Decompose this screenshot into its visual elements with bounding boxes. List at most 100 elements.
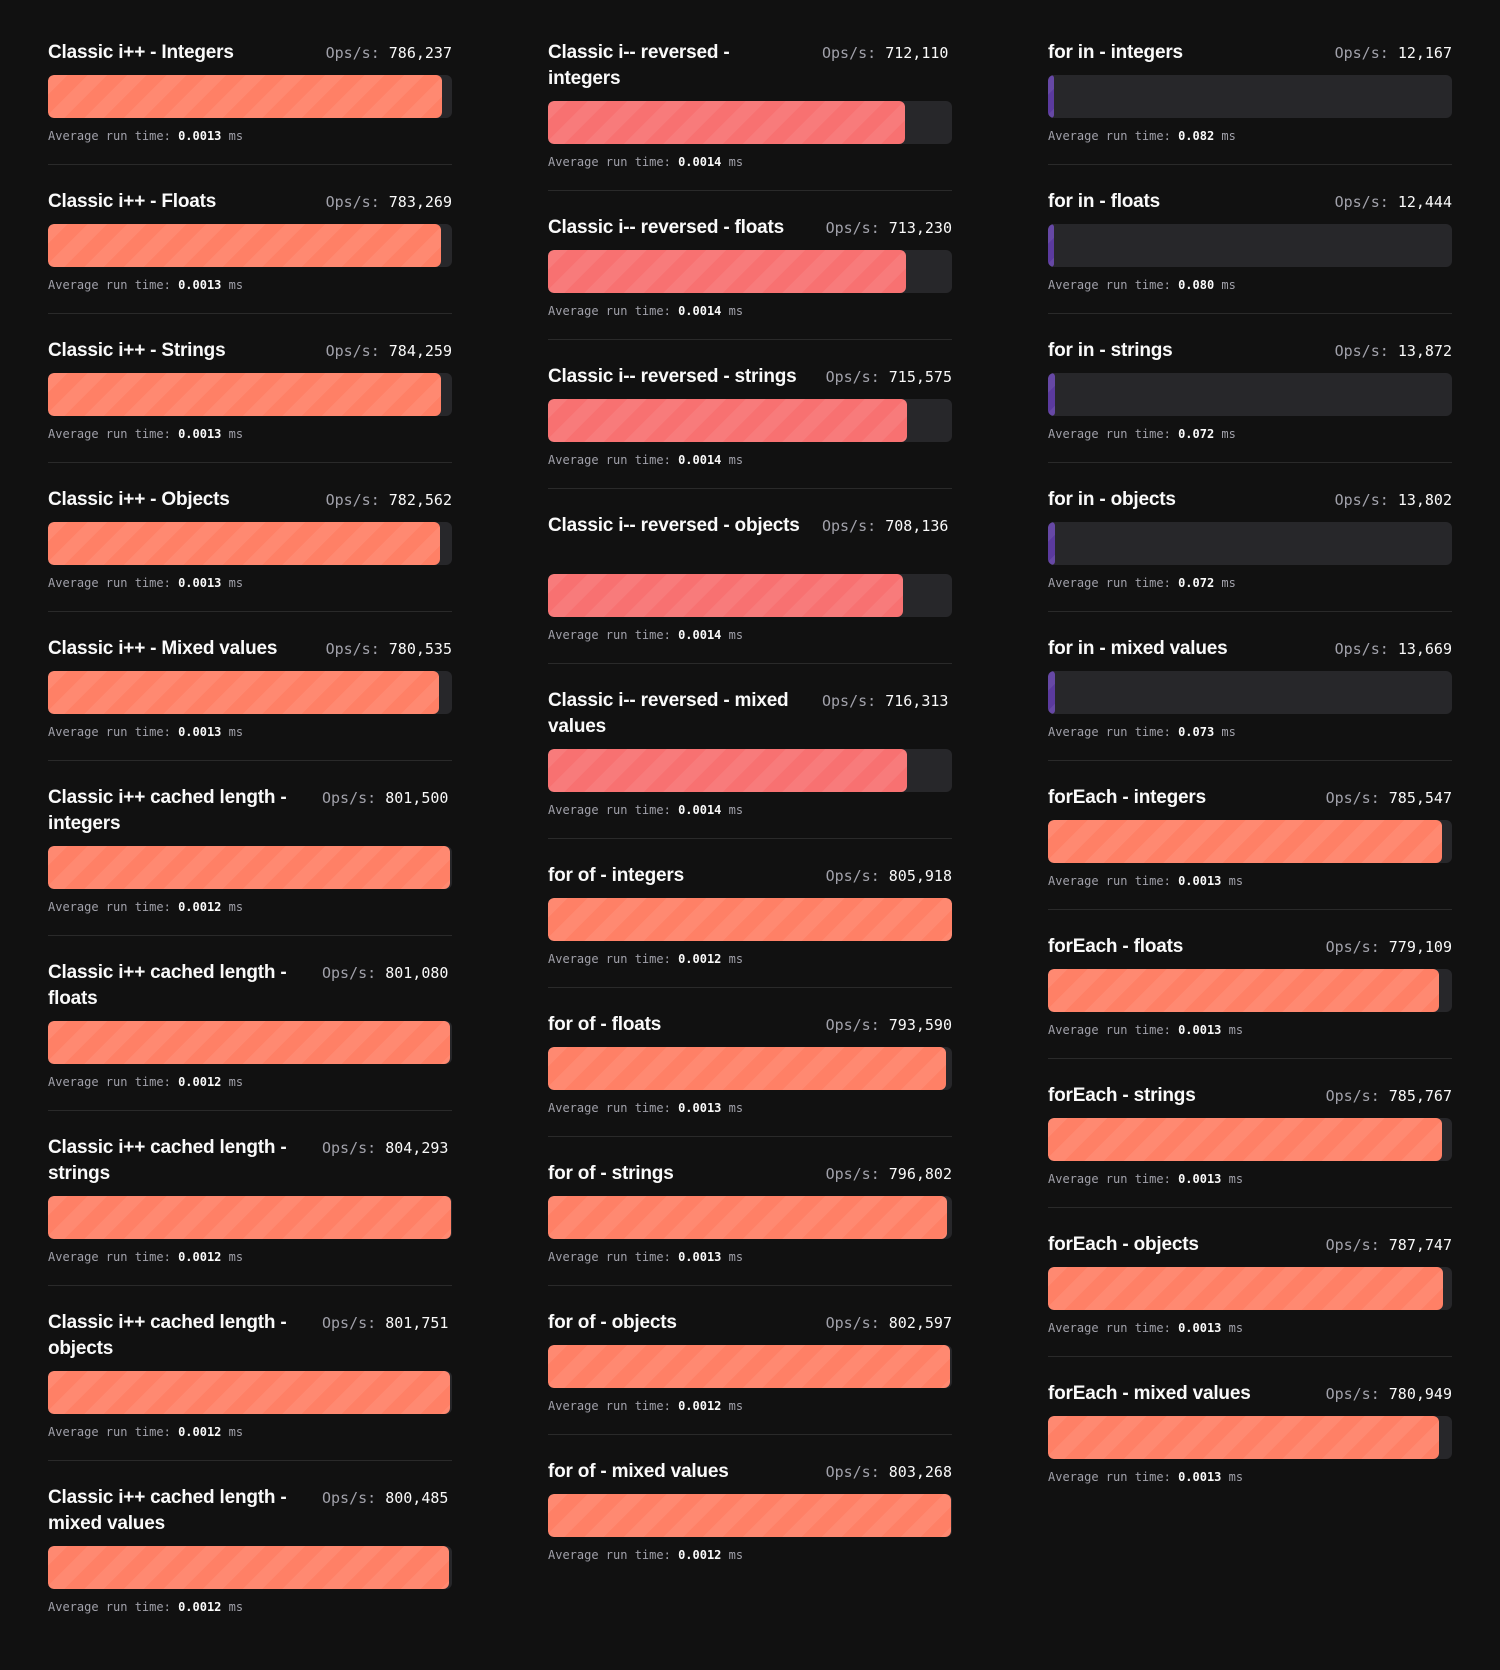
avg-unit: ms (728, 1101, 744, 1115)
ops-value: 779,109 (1388, 938, 1452, 956)
progress-track (548, 399, 952, 442)
average-run-time: Average run time: 0.072 ms (1048, 575, 1452, 591)
ops-value: 786,237 (388, 44, 452, 62)
benchmark-title: Classic i++ - Integers (48, 42, 234, 63)
benchmark-title: Classic i-- reversed - floats (548, 217, 785, 238)
average-run-time: Average run time: 0.0013 ms (48, 575, 452, 591)
progress-fill (548, 1196, 948, 1239)
progress-track (548, 898, 952, 941)
benchmark-title: for of - strings (548, 1163, 674, 1184)
ops-label: Ops/s: (1334, 342, 1389, 360)
avg-unit: ms (228, 427, 244, 441)
avg-label: Average run time: (548, 1399, 671, 1413)
average-run-time: Average run time: 0.0013 ms (48, 128, 452, 144)
avg-unit: ms (228, 1075, 244, 1089)
ops-value: 796,802 (888, 1165, 952, 1183)
avg-label: Average run time: (548, 1548, 671, 1562)
ops-label: Ops/s: (322, 964, 377, 982)
benchmark-card: Classic i-- reversed - integers Ops/s: 7… (548, 16, 952, 191)
ops-per-second: Ops/s: 786,237 (326, 40, 452, 66)
avg-label: Average run time: (48, 1250, 171, 1264)
ops-value: 793,590 (888, 1016, 952, 1034)
benchmark-title: Classic i++ - Strings (48, 340, 226, 361)
ops-value: 713,230 (888, 219, 952, 237)
avg-unit: ms (728, 1548, 744, 1562)
average-run-time: Average run time: 0.0013 ms (48, 277, 452, 293)
card-header: Classic i++ cached length - objects Ops/… (48, 1310, 452, 1362)
avg-label: Average run time: (548, 952, 671, 966)
avg-unit: ms (728, 952, 744, 966)
progress-fill (1048, 820, 1442, 863)
avg-unit: ms (228, 1600, 244, 1614)
progress-track (48, 846, 452, 889)
benchmark-card: Classic i++ cached length - objects Ops/… (48, 1286, 452, 1461)
avg-label: Average run time: (48, 1600, 171, 1614)
ops-label: Ops/s: (322, 789, 377, 807)
benchmark-title: forEach - objects (1048, 1234, 1199, 1255)
avg-unit: ms (228, 278, 244, 292)
average-run-time: Average run time: 0.0012 ms (48, 1424, 452, 1440)
ops-per-second: Ops/s: 713,230 (826, 215, 952, 241)
benchmark-title: Classic i++ cached length - objects (48, 1312, 287, 1359)
progress-track (48, 224, 452, 267)
card-header: Classic i++ - Strings Ops/s: 784,259 (48, 338, 452, 364)
progress-fill (48, 1546, 450, 1589)
average-run-time: Average run time: 0.072 ms (1048, 426, 1452, 442)
avg-value: 0.0013 (1178, 874, 1222, 888)
avg-value: 0.0012 (178, 900, 222, 914)
ops-label: Ops/s: (1334, 44, 1389, 62)
ops-value: 780,949 (1388, 1385, 1452, 1403)
average-run-time: Average run time: 0.0013 ms (1048, 1320, 1452, 1336)
progress-fill (1048, 373, 1055, 416)
ops-per-second: Ops/s: 12,444 (1335, 189, 1452, 215)
progress-track (48, 1021, 452, 1064)
card-header: Classic i++ - Floats Ops/s: 783,269 (48, 189, 452, 215)
ops-per-second: Ops/s: 793,590 (826, 1012, 952, 1038)
ops-per-second: Ops/s: 785,547 (1326, 785, 1452, 811)
ops-per-second: Ops/s: 715,575 (826, 364, 952, 390)
progress-track (48, 75, 452, 118)
avg-label: Average run time: (48, 278, 171, 292)
ops-per-second: Ops/s: 716,313 (822, 688, 952, 714)
avg-label: Average run time: (48, 900, 171, 914)
progress-track (1048, 671, 1452, 714)
avg-value: 0.0013 (1178, 1470, 1222, 1484)
avg-unit: ms (228, 725, 244, 739)
progress-track (548, 1494, 952, 1537)
ops-per-second: Ops/s: 801,080 (322, 960, 452, 986)
ops-label: Ops/s: (1334, 640, 1389, 658)
benchmark-title: Classic i++ cached length - floats (48, 962, 287, 1009)
avg-value: 0.0013 (178, 427, 222, 441)
avg-label: Average run time: (48, 129, 171, 143)
card-header: for of - objects Ops/s: 802,597 (548, 1310, 952, 1336)
progress-track (1048, 1416, 1452, 1459)
ops-label: Ops/s: (325, 342, 380, 360)
benchmark-card: Classic i++ - Strings Ops/s: 784,259 Ave… (48, 314, 452, 463)
ops-label: Ops/s: (325, 193, 380, 211)
benchmark-title: forEach - strings (1048, 1085, 1196, 1106)
benchmark-title: Classic i++ - Objects (48, 489, 230, 510)
progress-fill (1048, 1118, 1442, 1161)
card-header: for in - objects Ops/s: 13,802 (1048, 487, 1452, 513)
benchmark-title: Classic i-- reversed - objects (548, 515, 800, 536)
card-header: Classic i++ cached length - mixed values… (48, 1485, 452, 1537)
ops-value: 785,547 (1388, 789, 1452, 807)
benchmark-title: Classic i++ - Mixed values (48, 638, 278, 659)
avg-value: 0.0014 (678, 155, 722, 169)
avg-value: 0.0014 (678, 304, 722, 318)
progress-fill (548, 399, 907, 442)
progress-track (1048, 1118, 1452, 1161)
benchmark-title: for in - mixed values (1048, 638, 1228, 659)
average-run-time: Average run time: 0.0013 ms (48, 724, 452, 740)
card-header: Classic i++ cached length - floats Ops/s… (48, 960, 452, 1012)
ops-value: 780,535 (388, 640, 452, 658)
benchmark-title: for of - integers (548, 865, 684, 886)
average-run-time: Average run time: 0.0013 ms (548, 1249, 952, 1265)
progress-track (48, 1196, 452, 1239)
benchmark-title: for of - mixed values (548, 1461, 729, 1482)
avg-value: 0.0013 (678, 1250, 722, 1264)
progress-fill (548, 749, 908, 792)
progress-fill (48, 1021, 450, 1064)
average-run-time: Average run time: 0.073 ms (1048, 724, 1452, 740)
ops-label: Ops/s: (825, 1016, 880, 1034)
